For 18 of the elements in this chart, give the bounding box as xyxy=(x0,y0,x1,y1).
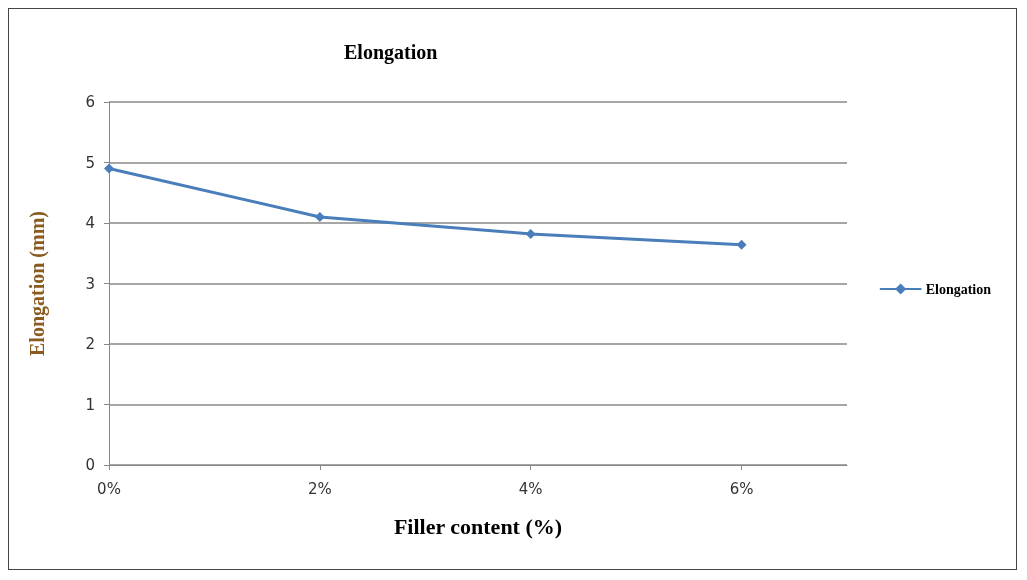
x-axis-title: Filler content (%) xyxy=(393,513,563,539)
y-tick-label: 4 xyxy=(85,214,95,232)
y-tick-label: 5 xyxy=(85,153,95,172)
x-tick-label: 0% xyxy=(97,479,121,498)
point xyxy=(525,228,536,239)
x-tick-label: 6% xyxy=(729,479,754,498)
y-tick-label: 1 xyxy=(85,395,95,414)
point xyxy=(314,211,325,222)
y-axis-title: Elongation (mm) xyxy=(26,211,49,356)
x-tick-label: 4% xyxy=(518,479,543,498)
chart-title: Elongation xyxy=(344,41,438,64)
y-tick-label: 6 xyxy=(85,93,95,111)
y-tick-label: 3 xyxy=(85,274,95,293)
point xyxy=(104,163,114,174)
x-tick-label: 2% xyxy=(307,479,332,498)
y-tick-label: 2 xyxy=(85,335,95,353)
legend-label: Elongation xyxy=(925,281,992,297)
y-tick-label: 0 xyxy=(85,456,95,474)
